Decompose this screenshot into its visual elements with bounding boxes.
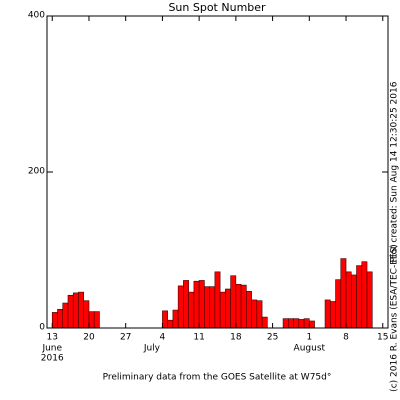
bar (246, 291, 252, 329)
x-tick-label: 4 (160, 333, 166, 343)
bar (230, 275, 237, 329)
month-label: August (294, 344, 326, 354)
x-tick-label: 25 (267, 333, 278, 343)
bar (225, 288, 231, 329)
bar (188, 291, 195, 329)
x-tick-label: 18 (230, 333, 242, 343)
bar (204, 286, 210, 329)
x-tick-label: 8 (343, 333, 349, 343)
bar (361, 261, 368, 329)
bar (335, 279, 342, 329)
bar (67, 294, 74, 329)
x-tick-label: 1 (306, 333, 312, 343)
bar (256, 300, 263, 329)
bar (350, 274, 357, 329)
x-tick-label: 20 (83, 333, 95, 343)
bar (83, 300, 90, 329)
bar (193, 280, 200, 329)
bar (198, 280, 205, 329)
bar (293, 318, 300, 329)
bar (240, 284, 247, 329)
bar (298, 319, 305, 329)
bar (251, 299, 258, 329)
x-tick-label: 27 (120, 333, 131, 343)
bar (366, 271, 373, 329)
bar (303, 318, 310, 329)
y-tick-label: 0 (39, 323, 45, 333)
bar (324, 299, 331, 329)
bar (329, 301, 336, 329)
bar (78, 291, 85, 329)
bar (209, 286, 216, 329)
month-label: July (143, 344, 161, 354)
x-tick-label: 13 (47, 333, 58, 343)
x-tick-label: 11 (193, 333, 204, 343)
bar (219, 291, 226, 329)
y-tick-label: 200 (28, 167, 45, 177)
footnote: Preliminary data from the GOES Satellite… (103, 373, 332, 383)
bar (51, 312, 58, 329)
bar (261, 316, 268, 329)
side-note: (c) 2016 R. Evans (ESA/TEC-EES) (390, 244, 400, 392)
bar (288, 318, 294, 329)
bar (93, 311, 100, 329)
x-tick-label: 15 (377, 333, 388, 343)
bar (183, 280, 189, 329)
bar (345, 271, 352, 329)
chart-title: Sun Spot Number (168, 1, 266, 14)
bar (214, 271, 221, 329)
bar (72, 292, 79, 329)
year-label: 2016 (41, 354, 64, 364)
bar (282, 318, 289, 329)
side-note: Plot created: Sun Aug 14 12:30:25 2016 (390, 81, 400, 262)
month-label: June (41, 344, 62, 354)
bar (162, 310, 168, 329)
bar (167, 319, 174, 329)
bar (172, 309, 179, 329)
bar (235, 284, 242, 329)
bar (88, 311, 95, 329)
bar (62, 302, 69, 329)
bar (57, 308, 64, 329)
plot-frame (46, 15, 389, 329)
bar (309, 320, 315, 329)
y-tick-label: 400 (28, 11, 45, 21)
bar (356, 265, 363, 329)
bar (177, 285, 184, 329)
bar (340, 258, 347, 329)
